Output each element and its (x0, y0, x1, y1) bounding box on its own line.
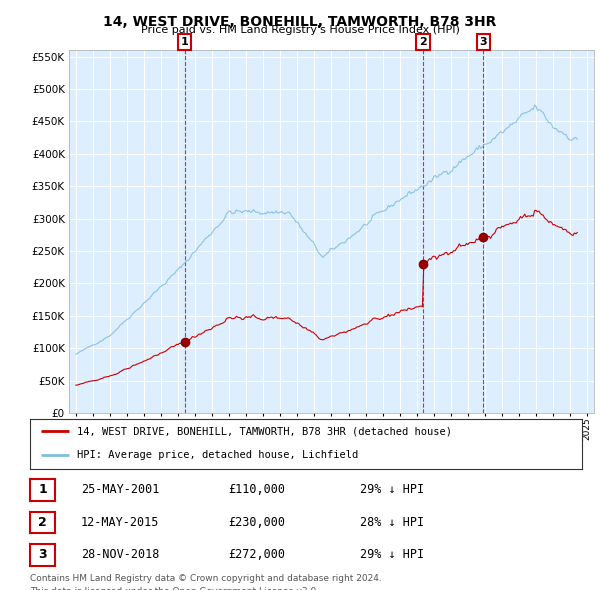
Text: £272,000: £272,000 (228, 548, 285, 562)
Text: Contains HM Land Registry data © Crown copyright and database right 2024.: Contains HM Land Registry data © Crown c… (30, 574, 382, 583)
Text: 29% ↓ HPI: 29% ↓ HPI (360, 483, 424, 497)
Text: 29% ↓ HPI: 29% ↓ HPI (360, 548, 424, 562)
Text: 1: 1 (38, 483, 47, 497)
Text: 2: 2 (38, 516, 47, 529)
Text: 14, WEST DRIVE, BONEHILL, TAMWORTH, B78 3HR: 14, WEST DRIVE, BONEHILL, TAMWORTH, B78 … (103, 15, 497, 29)
Text: 28% ↓ HPI: 28% ↓ HPI (360, 516, 424, 529)
Text: 12-MAY-2015: 12-MAY-2015 (81, 516, 160, 529)
Text: 3: 3 (38, 548, 47, 562)
Text: £110,000: £110,000 (228, 483, 285, 497)
Text: Price paid vs. HM Land Registry's House Price Index (HPI): Price paid vs. HM Land Registry's House … (140, 25, 460, 35)
Text: 1: 1 (181, 37, 188, 47)
Text: 2: 2 (419, 37, 427, 47)
Text: HPI: Average price, detached house, Lichfield: HPI: Average price, detached house, Lich… (77, 450, 358, 460)
Text: 25-MAY-2001: 25-MAY-2001 (81, 483, 160, 497)
Text: 3: 3 (479, 37, 487, 47)
Text: £230,000: £230,000 (228, 516, 285, 529)
Text: 14, WEST DRIVE, BONEHILL, TAMWORTH, B78 3HR (detached house): 14, WEST DRIVE, BONEHILL, TAMWORTH, B78 … (77, 427, 452, 437)
Text: This data is licensed under the Open Government Licence v3.0.: This data is licensed under the Open Gov… (30, 587, 319, 590)
Text: 28-NOV-2018: 28-NOV-2018 (81, 548, 160, 562)
